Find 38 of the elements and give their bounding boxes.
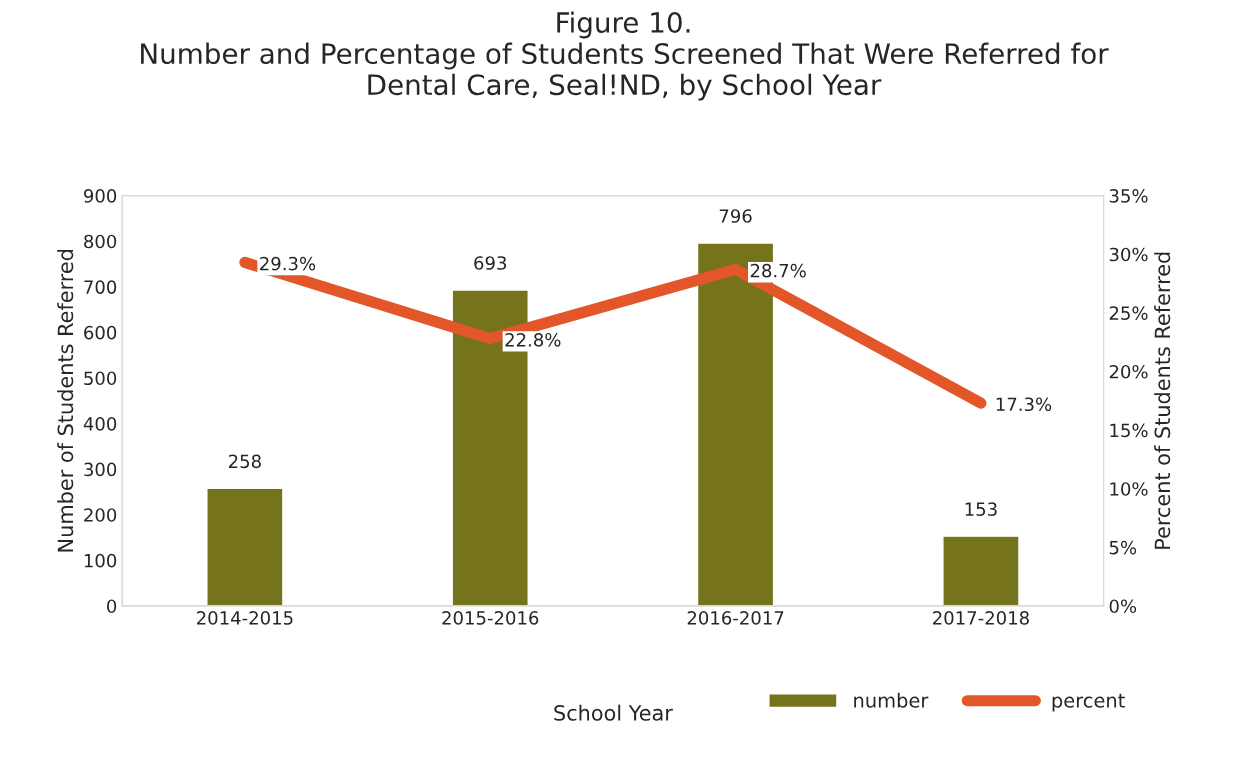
bar [206,487,284,606]
y-tick-label: 600 [84,325,117,340]
y2-tick-label: 5% [1109,540,1137,555]
y2-tick-label: 35% [1109,189,1148,203]
y-tick-label: 100 [84,553,117,568]
bar [942,535,1020,606]
legend-label: number [854,692,929,708]
y-tick-label: 400 [83,417,117,431]
y-axis-title: Number of Students Referred [57,249,74,552]
y-tick-label: 0 [107,599,117,614]
y-tick-label: 200 [84,508,117,522]
y2-axis-title: Percent of Students Referred [1154,252,1171,549]
x-tick-label: 2016-2017 [687,611,784,625]
y-tick-label: 500 [84,371,117,386]
data-label: 153 [965,502,997,517]
data-label: 258 [228,454,261,469]
y-tick-label: 900 [84,189,117,203]
y2-tick-label: 30% [1109,247,1148,262]
y2-tick-label: 25% [1109,306,1148,320]
y-tick-label: 700 [84,280,117,294]
chart-title: Figure 10. Number and Percentage of Students Screened That Were Referred for Dental Care, Seal!ND, by School Year [141,11,1109,101]
data-label: 22.8% [505,332,561,347]
y2-tick-label: 15% [1110,423,1148,438]
x-tick-label: 2017-2018 [933,611,1029,625]
y-tick-label: 300 [84,462,117,477]
x-tick-label: 2014-2015 [196,611,293,625]
x-axis-title: School Year [554,704,673,721]
x-tick-label: 2015-2016 [442,611,539,625]
y2-tick-label: 20% [1109,364,1148,379]
data-label: 693 [474,256,507,270]
data-label: 17.3% [996,397,1052,412]
data-label: 796 [719,209,752,223]
data-label: 28.7% [750,263,806,278]
data-label: 29.3% [260,256,316,271]
y-tick-label: 800 [84,234,117,249]
y2-tick-label: 0% [1109,599,1137,614]
y2-tick-label: 10% [1110,482,1148,496]
legend-label: percent [1052,693,1125,712]
